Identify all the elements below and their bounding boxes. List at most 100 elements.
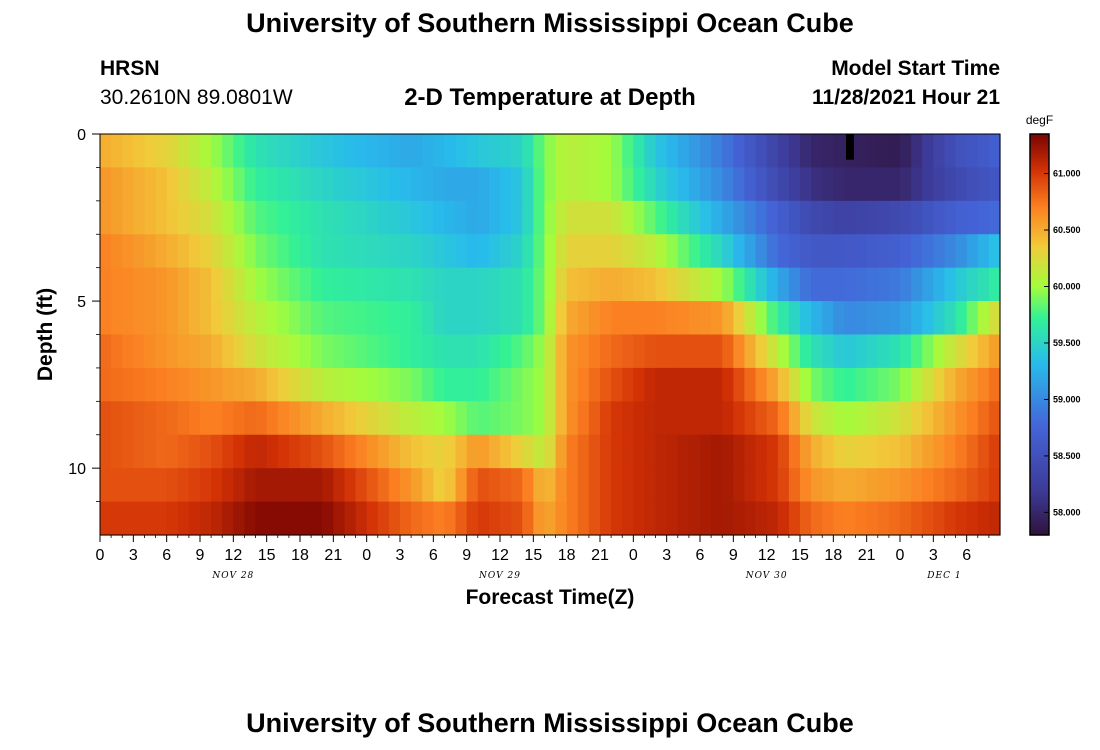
heatmap-cell [244, 468, 257, 503]
date-label: NOV 29 [478, 571, 521, 581]
heatmap-cell [233, 167, 246, 202]
heatmap-cell [855, 301, 868, 336]
heatmap-cell [655, 468, 668, 503]
heatmap-cell [777, 401, 790, 436]
heatmap-cell [711, 200, 723, 235]
heatmap-cell [166, 134, 179, 169]
x-axis-label: Forecast Time(Z) [466, 586, 635, 609]
heatmap-cell [166, 434, 179, 469]
heatmap-cell [533, 200, 546, 235]
heatmap-cell [144, 468, 157, 503]
heatmap-cell [377, 234, 390, 269]
heatmap-cell [555, 134, 568, 169]
heatmap-cell [300, 167, 312, 202]
heatmap-cell [866, 267, 879, 302]
x-tick-label: 3 [662, 547, 671, 564]
heatmap-cell [411, 501, 423, 536]
heatmap-cell [111, 434, 123, 469]
heatmap-cell [177, 200, 190, 235]
heatmap-cell [122, 468, 134, 503]
heatmap-cell [955, 200, 968, 235]
heatmap-cell [366, 167, 379, 202]
heatmap-cell [533, 501, 546, 536]
heatmap-cell [900, 501, 912, 536]
heatmap-cell [177, 468, 190, 503]
heatmap-cell [600, 367, 612, 402]
heatmap-cell [600, 167, 612, 202]
heatmap-cell [422, 200, 434, 235]
heatmap-cell [700, 301, 712, 336]
heatmap-cell [477, 468, 490, 503]
heatmap-cell [755, 167, 768, 202]
heatmap-cell [866, 200, 879, 235]
heatmap-cell [833, 167, 846, 202]
heatmap-cell [422, 267, 434, 302]
heatmap-cell [700, 134, 712, 169]
heatmap-cell [988, 334, 1001, 369]
heatmap-cell [522, 234, 534, 269]
heatmap-cell [322, 367, 334, 402]
heatmap-cell [966, 200, 979, 235]
heatmap-cell [788, 468, 801, 503]
heatmap-cell [955, 134, 968, 169]
heatmap-cell [322, 167, 334, 202]
heatmap-cell [444, 334, 457, 369]
heatmap-cell [544, 267, 557, 302]
heatmap-cell [277, 501, 290, 536]
heatmap-cell [433, 200, 446, 235]
heatmap-cell [188, 434, 201, 469]
heatmap-cell [833, 501, 846, 536]
heatmap-cell [755, 234, 768, 269]
heatmap-cell [588, 401, 601, 436]
heatmap-cell [177, 234, 190, 269]
heatmap-cell [700, 468, 712, 503]
heatmap-cell [600, 134, 612, 169]
heatmap-cell [611, 167, 623, 202]
heatmap-cell [877, 434, 890, 469]
heatmap-cell [277, 234, 290, 269]
heatmap-cell [133, 401, 146, 436]
heatmap-cell [488, 234, 501, 269]
heatmap-cell [222, 334, 234, 369]
heatmap-cell [811, 167, 823, 202]
heatmap-cell [644, 234, 657, 269]
heatmap-cell [633, 200, 646, 235]
heatmap-cell [322, 401, 334, 436]
x-tick-label: 0 [96, 547, 105, 564]
heatmap-cell [477, 434, 490, 469]
heatmap-cell [311, 267, 323, 302]
x-tick-label: 12 [491, 547, 509, 564]
heatmap-cell [755, 200, 768, 235]
heatmap-cell [200, 200, 212, 235]
heatmap-cell [977, 468, 990, 503]
heatmap-cell [844, 434, 857, 469]
heatmap-cell [877, 334, 890, 369]
heatmap-cell [611, 501, 623, 536]
heatmap-cell [466, 367, 479, 402]
heatmap-cell [200, 401, 212, 436]
heatmap-cell [355, 200, 368, 235]
heatmap-cell [366, 234, 379, 269]
heatmap-cell [422, 401, 434, 436]
heatmap-cell [144, 401, 157, 436]
heatmap-cell [155, 501, 168, 536]
heatmap-cell [133, 301, 146, 336]
heatmap-cell [800, 501, 812, 536]
heatmap-cell [977, 434, 990, 469]
heatmap-cell [166, 501, 179, 536]
heatmap-cell [244, 134, 257, 169]
heatmap-cell [833, 234, 846, 269]
heatmap-cell [277, 167, 290, 202]
heatmap-cell [288, 468, 301, 503]
heatmap-cell [100, 468, 112, 503]
heatmap-cell [700, 167, 712, 202]
heatmap-cell [122, 434, 134, 469]
heatmap-cell [800, 267, 812, 302]
heatmap-cell [744, 167, 757, 202]
heatmap-cell [333, 401, 346, 436]
heatmap-cell [611, 468, 623, 503]
heatmap-cell [555, 367, 568, 402]
heatmap-cell [111, 167, 123, 202]
heatmap-cell [733, 401, 746, 436]
heatmap-cell [411, 367, 423, 402]
